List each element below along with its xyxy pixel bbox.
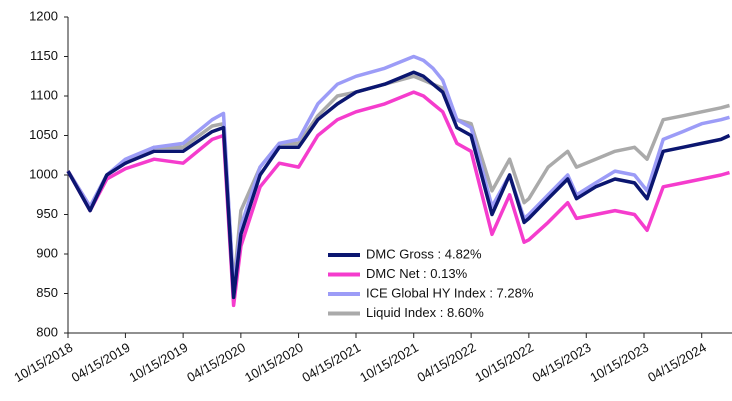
y-tick-label: 1150 — [30, 48, 58, 63]
y-tick-label: 1100 — [30, 87, 58, 102]
y-tick-label: 800 — [36, 324, 58, 339]
x-tick-label: 10/15/2019 — [126, 340, 190, 386]
x-tick-label: 10/15/2021 — [357, 340, 421, 386]
x-tick-label: 10/15/2022 — [472, 340, 536, 386]
series-line — [66, 54, 730, 292]
series-line — [66, 70, 731, 300]
legend: DMC Gross : 4.82% DMC Net : 0.13% ICE Glob… — [328, 246, 534, 320]
legend-label: DMC Net : 0.13% — [366, 266, 468, 281]
x-tick-label: 10/15/2020 — [242, 340, 306, 386]
x-tick-label: 10/15/2018 — [11, 340, 75, 386]
y-tick-label: 850 — [36, 285, 58, 300]
y-tick-label: 1200 — [29, 8, 58, 23]
y-tick-label: 950 — [36, 206, 58, 221]
legend-label: DMC Gross : 4.82% — [366, 246, 482, 261]
x-tick-label: 04/15/2022 — [414, 340, 478, 386]
series-line — [66, 90, 730, 308]
y-tick-label: 900 — [36, 245, 58, 260]
x-tick-label: 04/15/2020 — [184, 340, 248, 386]
x-tick-label: 04/15/2021 — [299, 340, 363, 386]
y-tick-label: 1050 — [29, 127, 58, 142]
legend-label: Liquid Index : 8.60% — [366, 305, 484, 320]
x-tick-label: 04/15/2019 — [69, 340, 133, 386]
y-tick-label: 1000 — [29, 166, 58, 181]
x-tick-label: 04/15/2024 — [645, 340, 709, 386]
x-tick-label: 04/15/2023 — [530, 340, 594, 386]
x-tick-label: 10/15/2023 — [587, 340, 651, 386]
legend-label: ICE Global HY Index : 7.28% — [366, 285, 534, 300]
